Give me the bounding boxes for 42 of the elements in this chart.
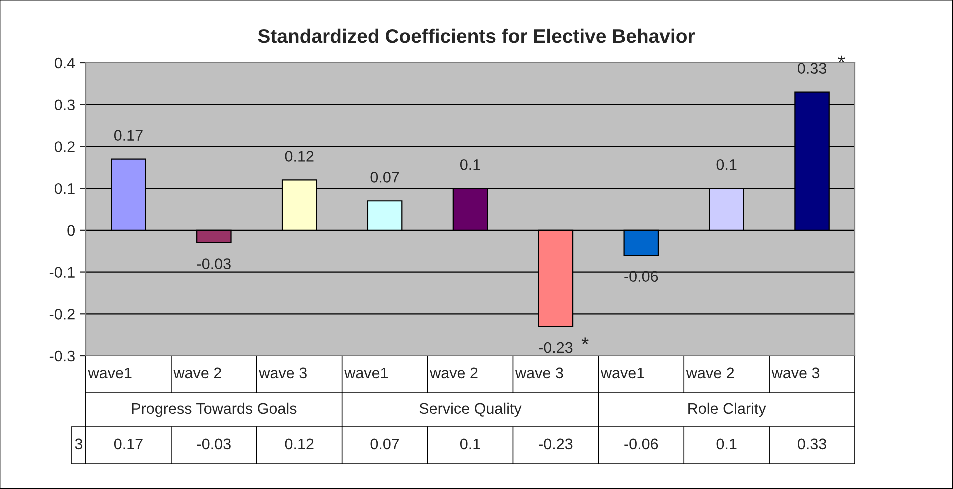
y-tick-label: -0.3	[50, 350, 75, 362]
x-tick-label: wave1	[344, 368, 388, 379]
x-tick-label: wave 3	[772, 368, 820, 379]
x-tick-label: wave 2	[174, 368, 222, 379]
data-label: 0.33	[798, 63, 826, 74]
data-label: 0.1	[460, 159, 480, 170]
data-label: 0.17	[114, 130, 143, 141]
x-tick-label: wave 2	[686, 368, 734, 379]
y-tick-label: 0	[68, 225, 75, 236]
x-tick-label: wave 3	[516, 368, 564, 379]
text: 0.33	[798, 438, 826, 450]
text: 0.07	[370, 438, 400, 450]
annotation: *	[582, 338, 589, 345]
y-tick-label: 0.3	[54, 100, 75, 111]
data-label: -0.03	[197, 258, 231, 270]
text: -0.06	[624, 438, 658, 450]
text: -0.03	[197, 438, 231, 450]
x-tick-label: wave 2	[430, 368, 478, 379]
y-tick-label: 0.4	[54, 58, 76, 69]
data-label: -0.06	[624, 271, 658, 282]
data-label: 0.07	[370, 172, 400, 183]
text: 0.1	[716, 438, 737, 450]
chart-title: Standardized Coefficients for Elective Behavior	[258, 28, 696, 44]
x-tick-label: wave1	[88, 368, 132, 379]
x-tick-label: wave 3	[259, 368, 307, 379]
text: Role Clarity	[688, 402, 766, 418]
y-tick-label: 0.1	[54, 183, 75, 194]
y-tick-label: -0.1	[50, 267, 75, 278]
text: 0.17	[114, 438, 143, 450]
y-tick-label: 0.2	[54, 142, 75, 152]
data-label: 0.1	[716, 159, 737, 170]
data-label: -0.23	[539, 342, 573, 354]
text: Progress Towards Goals	[132, 402, 297, 418]
data-label: 0.12	[285, 151, 314, 162]
text: *	[838, 56, 846, 63]
y-tick-label: -0.2	[50, 309, 75, 320]
text: 0.1	[460, 438, 480, 450]
text: 0.12	[285, 438, 314, 450]
legend-label: 3	[75, 438, 83, 450]
text: -0.23	[539, 438, 573, 450]
x-tick-label: wave1	[600, 368, 644, 379]
text: Service Quality	[420, 402, 522, 418]
